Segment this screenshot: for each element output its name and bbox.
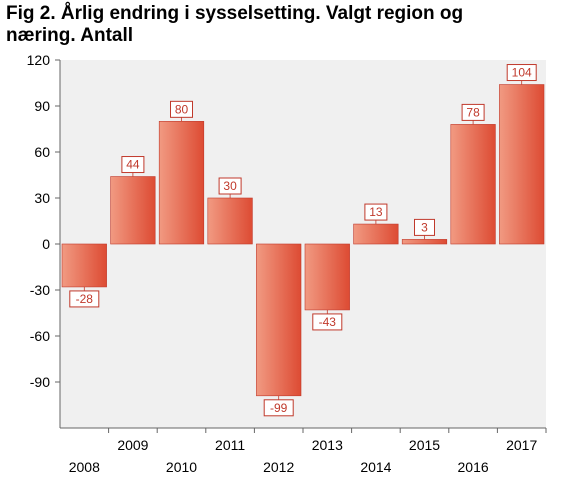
data-label-box — [121, 156, 145, 174]
y-tick-label: -90 — [30, 374, 50, 390]
x-tick-label: 2009 — [117, 437, 148, 453]
y-tick-label: -30 — [30, 282, 50, 298]
data-label: -99 — [270, 401, 288, 415]
data-label: 3 — [421, 220, 428, 234]
x-tick-label: 2017 — [506, 437, 537, 453]
axes-layer: 120 90 60 30 0 -30 -60 -90 2008 2009 2010 2011 2012 2… — [27, 52, 547, 475]
x-tick-label: 2011 — [215, 437, 245, 453]
data-labels-layer: -28 44 80 30 -99 -43 13 3 78 104 — [69, 64, 537, 417]
chart-title: Fig 2. Årlig endring i sysselsetting. Va… — [6, 3, 464, 46]
bar-2010 — [158, 121, 205, 245]
x-tick-label: 2010 — [166, 459, 197, 475]
x-tick-label: 2016 — [458, 459, 489, 475]
bar-2008 — [61, 243, 107, 288]
data-label: 78 — [466, 105, 480, 119]
bar-2013 — [304, 243, 350, 311]
data-label-box — [69, 290, 100, 308]
y-tick-label: 90 — [34, 98, 50, 114]
data-label: -28 — [76, 292, 94, 306]
x-tick-label: 2015 — [409, 437, 440, 453]
bars-layer — [61, 84, 545, 397]
data-label-box — [170, 100, 193, 118]
data-label-box — [218, 177, 242, 195]
y-tick-label: 120 — [27, 52, 51, 68]
x-tick-label: 2012 — [263, 459, 294, 475]
data-label-box — [414, 218, 435, 236]
data-label-box — [506, 64, 537, 82]
bar-2011 — [207, 197, 253, 245]
bar-2015 — [401, 239, 448, 245]
data-label-box — [312, 313, 343, 331]
y-tick-label: 30 — [34, 190, 50, 206]
bar-2017 — [499, 84, 545, 245]
bar-2009 — [110, 176, 156, 245]
bar-2012 — [256, 243, 302, 397]
data-label-box — [461, 103, 485, 121]
data-label: 44 — [126, 158, 140, 172]
data-label: 13 — [369, 205, 383, 219]
data-label: -43 — [319, 315, 337, 329]
data-label-box — [263, 399, 294, 417]
data-label: 80 — [175, 102, 189, 116]
x-tick-label: 2013 — [312, 437, 343, 453]
y-tick-label: 60 — [34, 144, 50, 160]
y-tick-label: 0 — [42, 236, 50, 252]
bar-2016 — [450, 124, 496, 245]
y-tick-label: -60 — [30, 328, 50, 344]
data-label-box — [364, 203, 388, 221]
x-tick-label: 2014 — [360, 459, 391, 475]
bar-2014 — [353, 223, 399, 245]
data-label: 104 — [512, 66, 532, 80]
data-label: 30 — [223, 179, 237, 193]
x-tick-label: 2008 — [69, 459, 100, 475]
